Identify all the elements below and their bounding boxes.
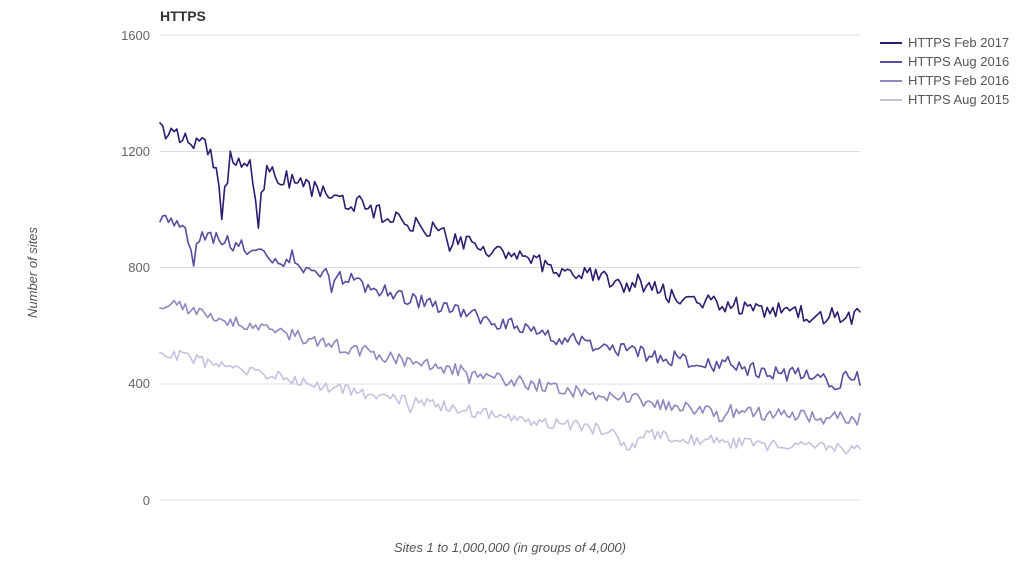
- y-tick-label: 1600: [105, 28, 150, 43]
- x-axis-label: Sites 1 to 1,000,000 (in groups of 4,000…: [160, 540, 860, 555]
- legend-item: HTTPS Feb 2017: [880, 35, 1009, 50]
- series-line: [160, 123, 860, 324]
- plot-area: [160, 35, 860, 500]
- chart-container: HTTPS Number of sites Sites 1 to 1,000,0…: [0, 0, 1025, 575]
- legend-swatch: [880, 42, 902, 44]
- y-tick-label: 400: [105, 376, 150, 391]
- y-axis-label: Number of sites: [25, 226, 40, 317]
- legend-swatch: [880, 99, 902, 101]
- legend: HTTPS Feb 2017 HTTPS Aug 2016 HTTPS Feb 20…: [880, 35, 1009, 111]
- legend-label: HTTPS Aug 2016: [908, 54, 1009, 69]
- legend-item: HTTPS Aug 2015: [880, 92, 1009, 107]
- legend-item: HTTPS Feb 2016: [880, 73, 1009, 88]
- legend-item: HTTPS Aug 2016: [880, 54, 1009, 69]
- legend-label: HTTPS Feb 2017: [908, 35, 1009, 50]
- chart-title: HTTPS: [160, 8, 206, 24]
- legend-swatch: [880, 80, 902, 82]
- legend-label: HTTPS Feb 2016: [908, 73, 1009, 88]
- y-tick-label: 1200: [105, 144, 150, 159]
- series-line: [160, 215, 860, 389]
- series-line: [160, 351, 860, 454]
- legend-swatch: [880, 61, 902, 63]
- y-tick-label: 0: [105, 493, 150, 508]
- legend-label: HTTPS Aug 2015: [908, 92, 1009, 107]
- y-tick-label: 800: [105, 260, 150, 275]
